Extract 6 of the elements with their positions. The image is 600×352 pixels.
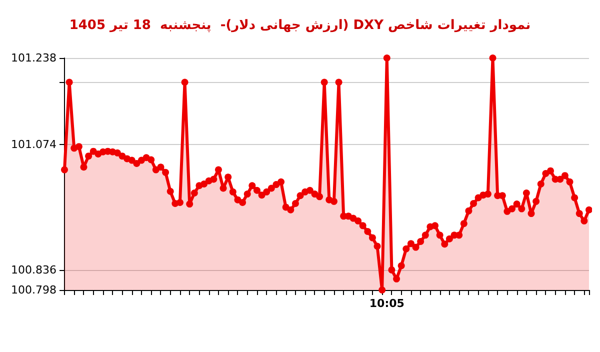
chart-title: نمودار تغییرات شاخص DXY (ارزش جهانی دلار)- پنجشنبه 18 تیر 1405 [69,18,531,33]
y-tick-label: 100.798 [10,284,56,296]
y-tick-label: 100.836 [10,263,56,276]
y-tick-label: 101.074 [10,138,56,151]
x-tick-label: 10:05 [369,297,404,310]
y-tick-label: 101.238 [10,52,56,64]
